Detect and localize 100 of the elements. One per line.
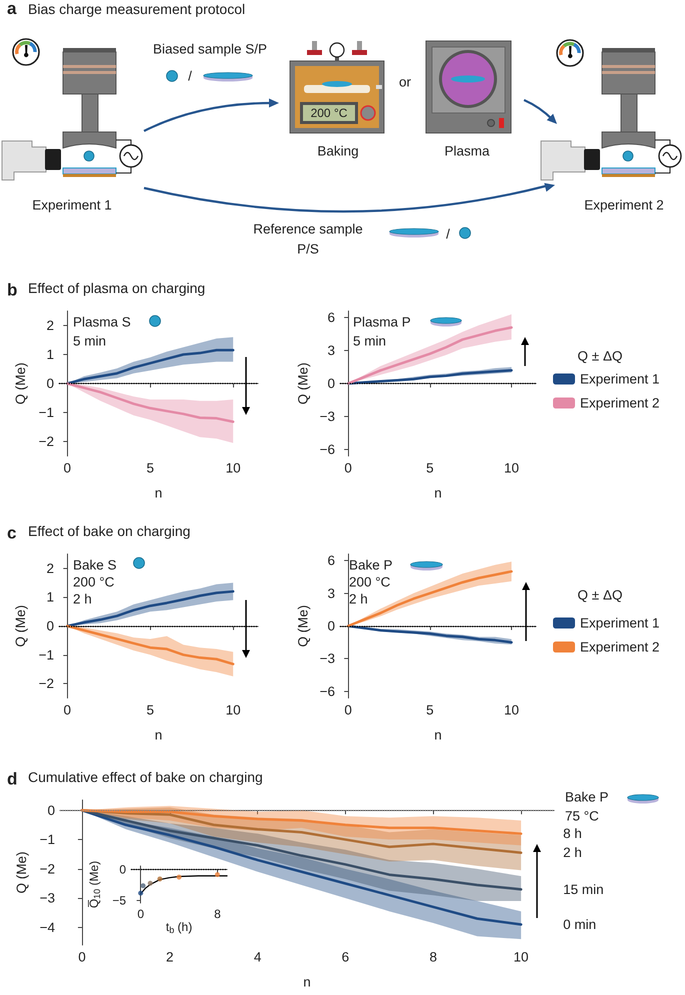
y-tick-label: 2 (46, 318, 54, 333)
annotation: 5 min (353, 334, 386, 348)
x-tick-label: 4 (254, 950, 262, 964)
y-tick-label: −2 (40, 861, 55, 876)
legend-label: Experiment 1 (580, 372, 660, 386)
annotation: 2 h (349, 592, 368, 606)
x-tick-label: 0 (64, 460, 72, 476)
y-tick-label: −3 (320, 408, 335, 424)
text: 15 min (563, 882, 604, 897)
chart-title: Cumulative effect of bake on charging (28, 769, 263, 785)
legend-title: Q ± ΔQ (578, 588, 622, 602)
text: or (398, 74, 412, 90)
x-tick-label: 8 (429, 950, 437, 964)
annotation: Plasma P (353, 314, 411, 330)
y-tick-label: −1 (38, 405, 54, 420)
legend-title: Q ± ΔQ (578, 348, 622, 364)
annotation: 2 h (73, 592, 92, 606)
y-tick-label: −3 (320, 651, 335, 666)
y-tick-label: −2 (38, 434, 54, 449)
line-series (66, 590, 234, 628)
y-tick-label: 6 (327, 310, 335, 326)
x-tick-label: 0 (78, 950, 86, 964)
text: 0 min (563, 916, 596, 932)
x-tick-label: 8 (214, 907, 222, 921)
y-axis-title: Q (Me) (296, 605, 310, 647)
x-axis-title: n (154, 486, 162, 500)
x-tick-label: 10 (226, 702, 241, 718)
point (140, 883, 146, 888)
text: Plasma (444, 144, 490, 158)
y-tick-label: 3 (327, 586, 335, 601)
text: 2 h (563, 845, 582, 860)
y-axis-title: Q (Me) (296, 362, 310, 404)
text: / (446, 226, 450, 242)
x-axis-title: n (434, 728, 442, 742)
x-tick-label: 5 (146, 702, 154, 718)
y-tick-label: 6 (327, 553, 335, 568)
y-axis-title: Q (Me) (13, 605, 28, 647)
text: a (7, 0, 16, 19)
y-axis-title: Q̅10 (Me) (87, 860, 102, 908)
x-tick-label: 10 (226, 460, 241, 476)
text: d (7, 770, 18, 788)
text: 200 °C (310, 106, 348, 120)
text: Biased sample S/P (152, 42, 268, 56)
x-tick-label: 5 (146, 460, 154, 476)
annotation: Plasma S (73, 314, 131, 330)
text: 8 h (563, 826, 582, 842)
annotation: 200 °C (349, 574, 391, 590)
x-tick-label: 0 (64, 702, 72, 718)
line-series (66, 382, 234, 424)
y-tick-label: −4 (40, 920, 56, 935)
text: P/S (297, 242, 319, 256)
y-tick-label: −1 (40, 832, 55, 848)
y-tick-label: 0 (47, 802, 55, 818)
text: c (7, 524, 16, 542)
y-tick-label: 1 (46, 590, 54, 605)
point (176, 874, 182, 880)
legend-label: Experiment 1 (580, 616, 660, 630)
y-tick-label: −5 (112, 894, 126, 908)
annotation: Bake P (349, 558, 393, 572)
annotation: Bake S (73, 558, 117, 572)
x-tick-label: 0 (344, 702, 352, 718)
annotation: 5 min (73, 334, 106, 348)
line-series (80, 809, 522, 835)
line-series (66, 348, 234, 385)
text: 75 °C (565, 808, 600, 824)
x-axis-title: n (303, 974, 311, 990)
y-tick-label: 0 (46, 376, 54, 391)
x-tick-label: 10 (504, 702, 520, 718)
x-tick-label: 10 (514, 950, 529, 964)
legend-label: Experiment 2 (580, 640, 660, 654)
y-tick-label: 0 (46, 618, 54, 634)
y-axis-title: Q (Me) (13, 362, 28, 404)
y-tick-label: 0 (327, 618, 335, 634)
line-series (66, 624, 234, 666)
text: Reference sample (253, 222, 363, 236)
text: Bake P (565, 790, 609, 804)
x-tick-label: 6 (342, 950, 350, 964)
line-series (346, 570, 513, 628)
annotation: 200 °C (73, 574, 115, 590)
y-tick-label: 3 (327, 343, 335, 358)
y-axis-title: Q (Me) (14, 852, 30, 894)
point (157, 876, 162, 882)
line-series (346, 326, 513, 385)
text: Experiment 2 (584, 198, 664, 212)
text: Baking (317, 144, 359, 158)
chart-title: Effect of plasma on charging (28, 280, 206, 296)
x-tick-label: 2 (166, 950, 174, 964)
y-tick-label: −2 (38, 676, 54, 692)
point (138, 890, 144, 896)
text: Experiment 1 (32, 198, 112, 212)
y-tick-label: 2 (46, 560, 54, 576)
x-axis-title: n (154, 728, 162, 742)
x-tick-label: 5 (426, 460, 434, 476)
x-tick-label: 0 (344, 460, 352, 476)
point (148, 880, 153, 886)
x-tick-label: 10 (504, 460, 520, 476)
y-tick-label: −1 (38, 647, 54, 662)
x-tick-label: 5 (426, 702, 434, 718)
y-tick-label: −3 (40, 890, 55, 906)
chart-title: Effect of bake on charging (28, 523, 190, 539)
